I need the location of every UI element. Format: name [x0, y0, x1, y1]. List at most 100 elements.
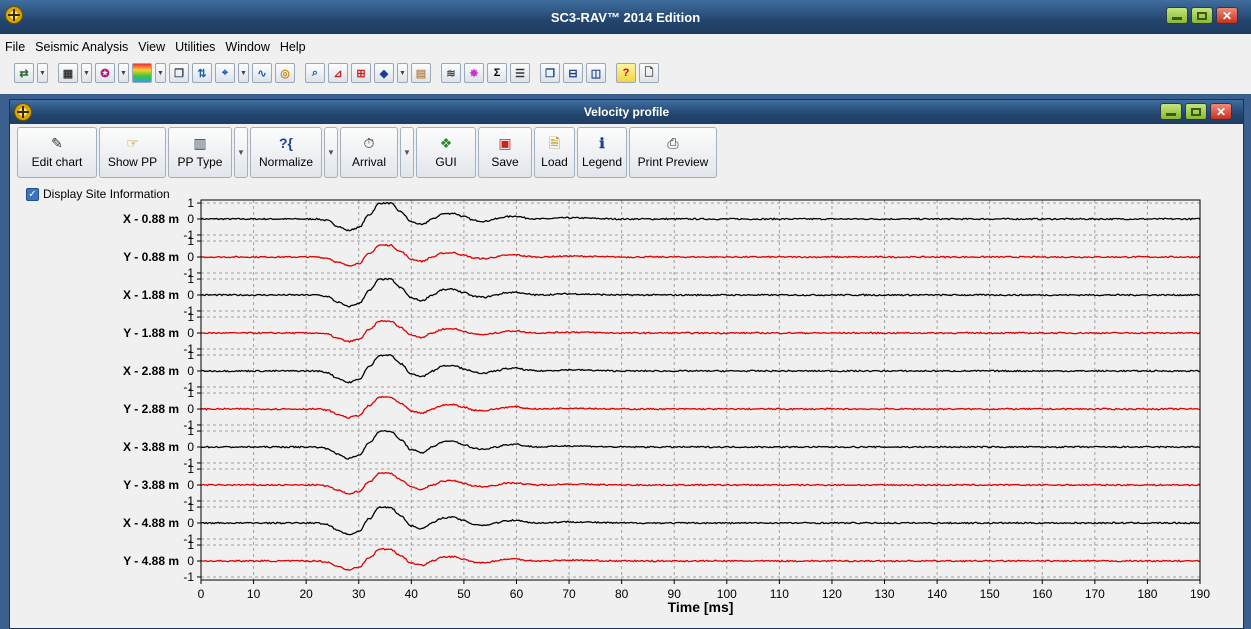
trace-label: X - 2.88 m	[123, 364, 179, 378]
x-tick-label: 70	[562, 587, 576, 601]
import-dropdown[interactable]: ▼	[37, 63, 48, 83]
layers-dropdown[interactable]: ▼	[397, 63, 408, 83]
load-label: Load	[541, 155, 568, 169]
x-tick-label: 110	[770, 587, 789, 601]
plot-frame	[200, 199, 1201, 581]
menu-window[interactable]: Window	[225, 40, 270, 54]
menu-seismic-analysis[interactable]: Seismic Analysis	[35, 40, 129, 54]
display-site-info-checkbox[interactable]: ✓ Display Site Information	[26, 187, 170, 201]
trace-line	[200, 201, 1201, 232]
y-tick-label: 0	[187, 326, 194, 340]
pp-type-button[interactable]: ▥ PP Type	[168, 127, 232, 178]
legend-button[interactable]: ℹ Legend	[577, 127, 627, 178]
list-icon[interactable]: ☰	[510, 63, 530, 83]
maximize-button[interactable]	[1191, 7, 1213, 24]
calculator-icon[interactable]: ▦	[58, 63, 78, 83]
zoom-chart-icon[interactable]: ⌖	[215, 63, 235, 83]
palette-dropdown[interactable]: ▼	[155, 63, 166, 83]
trace-line	[200, 319, 1200, 344]
x-tick-label: 60	[510, 587, 524, 601]
x-tick-label: 180	[1137, 587, 1157, 601]
search-icon[interactable]: ⌕	[305, 63, 325, 83]
layers-icon[interactable]: ◆	[374, 63, 394, 83]
import-icon[interactable]: ⇄	[14, 63, 34, 83]
child-logo-icon[interactable]	[14, 103, 32, 121]
close-button[interactable]: ✕	[1216, 7, 1238, 24]
show-pp-button[interactable]: ☞ Show PP	[99, 127, 166, 178]
y-tick-label: 0	[187, 364, 194, 378]
chart-toolbar: ✎ Edit chart ☞ Show PP ▥ PP Type ▼ ?{ No…	[17, 127, 717, 179]
palette-icon[interactable]	[132, 63, 152, 83]
page-icon[interactable]: 🗋	[639, 63, 659, 83]
calculator-dropdown[interactable]: ▼	[81, 63, 92, 83]
y-tick-label: -1	[183, 532, 194, 546]
zoom-chart-dropdown[interactable]: ▼	[238, 63, 249, 83]
y-tick-label: 0	[187, 212, 194, 226]
app-chrome: File Seismic Analysis View Utilities Win…	[0, 34, 1251, 94]
gui-button[interactable]: ❖ GUI	[416, 127, 476, 178]
star-icon[interactable]: ✸	[464, 63, 484, 83]
save-icon: ▣	[498, 135, 512, 151]
save-button[interactable]: ▣ Save	[478, 127, 532, 178]
legend-label: Legend	[581, 155, 623, 169]
arrival-button[interactable]: ⏱ Arrival	[340, 127, 398, 178]
x-tick-label: 120	[822, 587, 842, 601]
menu-file[interactable]: File	[5, 40, 26, 54]
trace-label: Y - 4.88 m	[123, 554, 179, 568]
load-button[interactable]: 🗎 Load	[534, 127, 575, 178]
app-title-bar: SC3-RAV™ 2014 Edition ✕	[0, 0, 1251, 34]
info-icon: ℹ	[599, 135, 605, 151]
sigma-icon[interactable]: Σ	[487, 63, 507, 83]
copy-icon[interactable]: ❐	[169, 63, 189, 83]
x-tick-label: 40	[405, 587, 419, 601]
y-tick-label: -1	[183, 380, 194, 394]
y-tick-label: 1	[187, 272, 194, 286]
window-vertical-icon[interactable]: ◫	[586, 63, 606, 83]
normalize-dropdown[interactable]: ▼	[324, 127, 338, 178]
rainbow-icon[interactable]: ✪	[95, 63, 115, 83]
minimize-button[interactable]	[1166, 7, 1188, 24]
trace-line	[200, 429, 1201, 460]
edit-chart-button[interactable]: ✎ Edit chart	[17, 127, 97, 178]
transfer-icon[interactable]: ⇅	[192, 63, 212, 83]
window-horizontal-icon[interactable]: ⊟	[563, 63, 583, 83]
x-tick-label: 190	[1190, 587, 1210, 601]
pp-type-icon: ▥	[193, 135, 207, 151]
rainbow-dropdown[interactable]: ▼	[118, 63, 129, 83]
trace-label: Y - 3.88 m	[123, 478, 179, 492]
menu-view[interactable]: View	[138, 40, 166, 54]
arrival-dropdown[interactable]: ▼	[400, 127, 414, 178]
app-logo-icon[interactable]	[5, 6, 23, 24]
y-tick-label: 1	[187, 538, 194, 552]
stopwatch-icon: ⏱	[363, 135, 375, 151]
y-tick-label: -1	[183, 570, 194, 584]
maximize-icon	[1191, 107, 1201, 116]
velocity-profile-window: Velocity profile ✕ ✎ Edit chart ☞ Show P…	[9, 99, 1244, 629]
child-maximize-button[interactable]	[1185, 103, 1207, 120]
grid-chart-icon[interactable]: ⊞	[351, 63, 371, 83]
table-icon[interactable]: ▤	[411, 63, 431, 83]
menu-utilities[interactable]: Utilities	[175, 40, 216, 54]
child-minimize-button[interactable]	[1160, 103, 1182, 120]
graph-icon[interactable]: ⊿	[328, 63, 348, 83]
chart-labels: 0 10 20 30 40 50 60 70 80 90 100 110 120 130 140 150 160…	[123, 196, 1210, 601]
help-icon[interactable]: ?	[616, 63, 636, 83]
app-title: SC3-RAV™ 2014 Edition	[550, 10, 701, 25]
edit-chart-icon: ✎	[51, 135, 63, 151]
trace-line	[200, 243, 1201, 267]
normalize-button[interactable]: ?{ Normalize	[250, 127, 322, 178]
chart-grid	[197, 200, 1201, 584]
velocity-chart[interactable]: 0 10 20 30 40 50 60 70 80 90 100 110 120 130 140 150 160…	[10, 100, 1243, 628]
curve-icon[interactable]: ∿	[252, 63, 272, 83]
menu-help[interactable]: Help	[279, 40, 306, 54]
print-preview-button[interactable]: ⎙ Print Preview	[629, 127, 717, 178]
pp-type-dropdown[interactable]: ▼	[234, 127, 248, 178]
seismic-icon[interactable]: ≋	[441, 63, 461, 83]
y-tick-label: 1	[187, 500, 194, 514]
x-tick-label: 150	[980, 587, 1000, 601]
target-icon[interactable]: ◎	[275, 63, 295, 83]
child-close-button[interactable]: ✕	[1210, 103, 1232, 120]
save-label: Save	[491, 155, 519, 169]
window-cascade-icon[interactable]: ❒	[540, 63, 560, 83]
show-pp-icon: ☞	[126, 135, 139, 151]
